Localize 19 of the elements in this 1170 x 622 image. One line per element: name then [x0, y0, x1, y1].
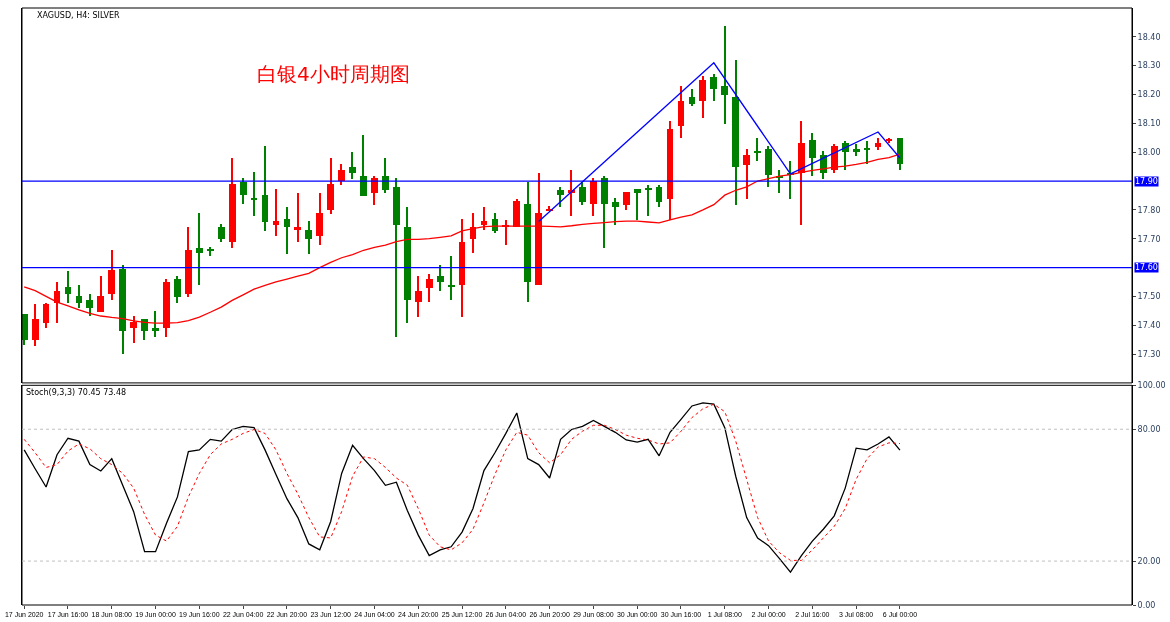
text: 白银4小时周期图 — [257, 62, 410, 86]
y-tick-label: 80.00 — [1137, 425, 1161, 435]
y-tick-label: 18.00 — [1137, 148, 1161, 157]
y-tick-label: 20.00 — [1137, 556, 1161, 566]
y-tick-label: 17.50 — [1137, 292, 1161, 302]
y-tick-label: 17.70 — [1137, 234, 1161, 244]
y-tick-label: 17.80 — [1137, 205, 1161, 215]
chart-subtitle: XAGUSD, H4: SILVER — [37, 11, 121, 20]
y-tick-label: 18.20 — [1137, 90, 1161, 100]
y-tick-label: 18.30 — [1137, 61, 1161, 71]
y-tick-label: 100.00 — [1137, 381, 1166, 391]
y-tick-label: 18.10 — [1137, 119, 1161, 129]
y-tick-label: 17.30 — [1137, 349, 1161, 359]
y-tick-label: 18.40 — [1137, 32, 1161, 42]
y-tick-label: 17.40 — [1137, 321, 1161, 331]
y-tick-label: 0.00 — [1137, 600, 1156, 610]
ref-line-label: 17.60 — [1135, 263, 1158, 272]
ref-line-label: 17.90 — [1135, 177, 1158, 186]
chart-title: Stoch(9,3,3) 70.45 73.48 — [26, 388, 127, 397]
